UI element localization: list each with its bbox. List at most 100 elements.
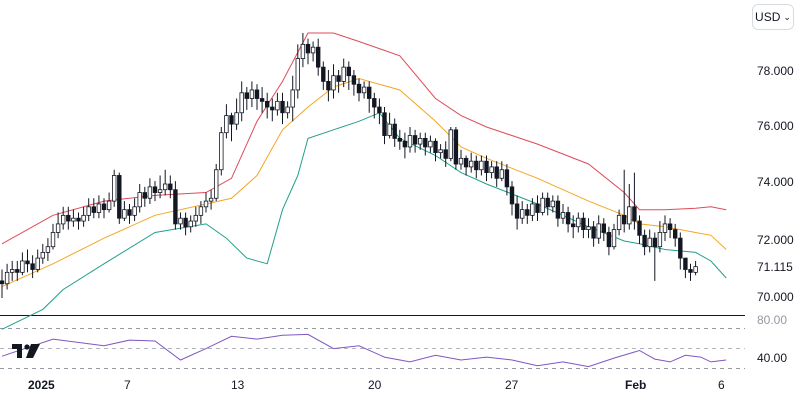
candle [117, 172, 122, 224]
candle [55, 212, 61, 239]
candle [372, 92, 377, 119]
candle [0, 269, 5, 298]
rsi-indicator [1, 333, 727, 368]
candle [693, 260, 698, 276]
candle [254, 84, 260, 110]
candle [4, 263, 10, 290]
price-tick-70: 70.000 [757, 290, 794, 304]
price-axis: 78.000 76.000 74.000 72.000 71.115 70.00… [757, 64, 794, 304]
candle [30, 255, 35, 279]
candle [484, 155, 489, 182]
candle [35, 249, 40, 273]
candle [382, 107, 387, 145]
candle [428, 135, 433, 153]
candle [499, 161, 504, 182]
candle [326, 70, 331, 102]
candle [142, 186, 147, 207]
candle [616, 209, 622, 236]
candle [463, 155, 469, 176]
candle [468, 152, 474, 173]
candle [173, 181, 178, 230]
time-label-13: 13 [231, 378, 245, 392]
candle [259, 87, 265, 113]
candle [525, 203, 530, 224]
candle [397, 129, 402, 150]
candle [264, 92, 270, 119]
candlestick-series [0, 32, 698, 298]
candle [193, 206, 198, 227]
candle [310, 41, 316, 62]
candle [157, 175, 163, 199]
candle [112, 169, 117, 207]
candle [295, 44, 300, 99]
candle [45, 238, 51, 261]
candle [234, 98, 239, 130]
candle [249, 81, 255, 108]
candle [341, 58, 346, 88]
candle [448, 127, 453, 162]
candle [315, 38, 321, 76]
candle [611, 223, 617, 250]
time-label-7: 7 [124, 378, 131, 392]
candle [122, 201, 127, 222]
candle [285, 101, 290, 119]
candle [356, 78, 362, 102]
candle [280, 92, 285, 125]
candle [571, 215, 576, 239]
candle [331, 64, 336, 99]
candle [321, 61, 326, 90]
candle [239, 81, 244, 122]
candle [71, 209, 76, 227]
candle [188, 215, 193, 233]
candle [66, 206, 71, 230]
candle [137, 184, 142, 213]
currency-selector-button[interactable]: USD ⌄ [752, 4, 794, 30]
time-label-27: 27 [505, 378, 519, 392]
candle [203, 192, 209, 213]
lower-band-line [1, 112, 727, 330]
rsi-tick-80: 80.00 [757, 313, 787, 327]
candle [106, 192, 112, 213]
candle [387, 112, 392, 139]
candle [667, 218, 673, 239]
rsi-axis: 80.00 40.00 [757, 313, 787, 365]
candle [647, 229, 652, 253]
time-label-2025: 2025 [28, 378, 55, 392]
candle [565, 206, 571, 233]
candle [198, 201, 204, 224]
candle [688, 263, 693, 281]
candle [504, 164, 510, 196]
candle [637, 215, 642, 244]
candle [361, 81, 367, 99]
candle [642, 229, 647, 256]
candle [213, 164, 219, 202]
candle [601, 218, 606, 241]
candle [229, 112, 234, 142]
candle [474, 155, 479, 179]
candle [76, 212, 81, 230]
bollinger-bands [1, 32, 727, 330]
tradingview-logo-icon[interactable] [12, 343, 44, 359]
rsi-tick-40: 40.00 [757, 351, 787, 365]
candle [560, 203, 566, 224]
price-grid [0, 315, 745, 369]
candle [479, 155, 484, 176]
candle [9, 260, 15, 281]
candle [147, 178, 153, 204]
time-axis: 2025 7 13 20 27 Feb 6 [28, 378, 725, 392]
candle [622, 169, 627, 233]
middle-band-line [1, 77, 727, 288]
candle [550, 195, 555, 213]
candle [458, 149, 464, 170]
candle [657, 221, 663, 253]
candle [300, 32, 306, 68]
candle [494, 161, 499, 187]
candle [678, 232, 683, 270]
candle [433, 138, 438, 162]
candle [535, 195, 540, 222]
time-label-20: 20 [368, 378, 382, 392]
candle [20, 252, 25, 276]
candle [627, 184, 632, 230]
candle [96, 195, 102, 219]
